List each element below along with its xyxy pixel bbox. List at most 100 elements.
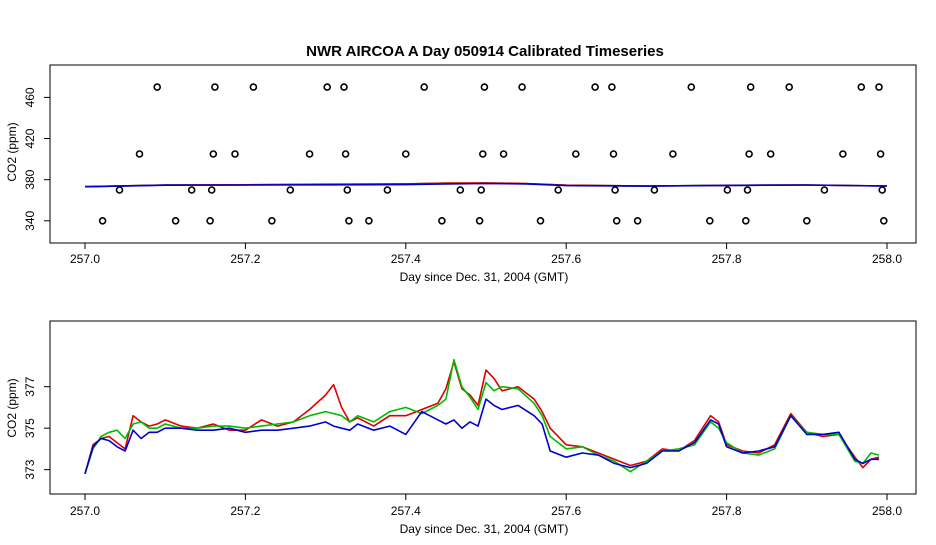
data-point: [591, 83, 599, 91]
data-point: [536, 217, 545, 225]
data-point: [340, 83, 348, 91]
bottom-y-ticks: 373 375 377: [23, 376, 51, 480]
data-point: [456, 186, 465, 194]
data-point: [401, 150, 410, 158]
y-tick-label: 377: [23, 376, 37, 396]
x-tick-label: 258.0: [872, 252, 902, 266]
x-tick-label: 257.0: [70, 252, 100, 266]
data-point: [475, 217, 484, 225]
data-point: [687, 83, 696, 91]
data-point: [341, 150, 350, 158]
data-point: [343, 186, 352, 194]
data-point: [249, 83, 258, 91]
x-tick-label: 257.6: [551, 252, 581, 266]
top-y-axis-label: CO2 (ppm): [5, 122, 19, 181]
data-point: [231, 150, 239, 158]
series-line-2: [84, 358, 880, 475]
bottom-series-group: [84, 358, 880, 475]
data-point: [518, 83, 526, 91]
data-point: [876, 150, 885, 158]
x-tick-label: 257.0: [70, 504, 100, 518]
data-point: [323, 83, 332, 91]
series-line-3: [84, 182, 888, 188]
series-line-1: [84, 361, 880, 475]
y-tick-label: 380: [23, 169, 37, 189]
data-point: [345, 217, 353, 225]
data-point: [438, 217, 446, 225]
data-point: [209, 150, 218, 158]
data-point: [207, 186, 216, 194]
y-tick-label: 373: [23, 459, 37, 479]
data-point: [171, 217, 180, 225]
data-point: [365, 217, 373, 225]
data-point: [286, 186, 295, 194]
data-point: [705, 217, 714, 225]
top-plot-frame: [49, 64, 917, 244]
y-tick-label: 340: [23, 210, 37, 230]
x-tick-label: 257.6: [551, 504, 581, 518]
data-point: [875, 83, 883, 91]
top-x-axis-label: Day since Dec. 31, 2004 (GMT): [400, 270, 569, 284]
top-points-group: [98, 83, 888, 225]
data-point: [743, 186, 752, 194]
data-point: [187, 186, 196, 194]
x-tick-label: 258.0: [872, 504, 902, 518]
data-point: [115, 186, 124, 194]
bottom-x-axis-label: Day since Dec. 31, 2004 (GMT): [400, 522, 569, 536]
data-point: [499, 150, 508, 158]
top-x-ticks: 257.0 257.2 257.4 257.6 257.8 258.0: [70, 242, 902, 266]
y-tick-label: 460: [23, 87, 37, 107]
series-line-3: [84, 398, 879, 475]
data-point: [480, 83, 489, 91]
data-point: [802, 217, 811, 225]
data-point: [878, 186, 887, 194]
data-point: [609, 150, 618, 158]
bottom-panel: 257.0 257.2 257.4 257.6 257.8 258.0 373 375 377…: [5, 320, 917, 536]
data-point: [723, 186, 732, 194]
data-point: [608, 83, 616, 91]
data-point: [669, 150, 677, 158]
data-point: [153, 83, 161, 91]
x-tick-label: 257.8: [712, 252, 742, 266]
x-tick-label: 257.2: [230, 252, 260, 266]
data-point: [478, 150, 487, 158]
data-point: [857, 83, 866, 91]
data-point: [268, 217, 276, 225]
data-point: [839, 150, 847, 158]
data-point: [98, 217, 107, 225]
chart-title: NWR AIRCOA A Day 050914 Calibrated Times…: [306, 43, 664, 60]
data-point: [477, 186, 486, 194]
data-point: [554, 186, 563, 194]
data-point: [571, 150, 580, 158]
data-point: [785, 83, 794, 91]
y-tick-label: 375: [23, 418, 37, 438]
bottom-y-axis-label: CO2 (ppm): [5, 378, 19, 437]
top-panel: 257.0 257.2 257.4 257.6 257.8 258.0 340 380 420…: [5, 64, 917, 284]
x-tick-label: 257.2: [230, 504, 260, 518]
x-tick-label: 257.8: [712, 504, 742, 518]
data-point: [766, 150, 775, 158]
x-tick-label: 257.4: [391, 252, 421, 266]
data-point: [612, 217, 621, 225]
data-point: [746, 83, 755, 91]
data-point: [206, 217, 214, 225]
data-point: [211, 83, 219, 91]
data-point: [820, 186, 829, 194]
top-series-group: [84, 182, 888, 188]
data-point: [741, 217, 750, 225]
data-point: [650, 186, 659, 194]
top-y-ticks: 340 380 420 460: [23, 87, 51, 231]
data-point: [305, 150, 314, 158]
data-point: [383, 186, 392, 194]
data-point: [611, 186, 619, 194]
x-tick-label: 257.4: [391, 504, 421, 518]
data-point: [745, 150, 753, 158]
data-point: [420, 83, 429, 91]
data-point: [633, 217, 642, 225]
data-point: [879, 217, 888, 225]
bottom-x-ticks: 257.0 257.2 257.4 257.6 257.8 258.0: [70, 493, 902, 518]
data-point: [135, 150, 144, 158]
y-tick-label: 420: [23, 128, 37, 148]
